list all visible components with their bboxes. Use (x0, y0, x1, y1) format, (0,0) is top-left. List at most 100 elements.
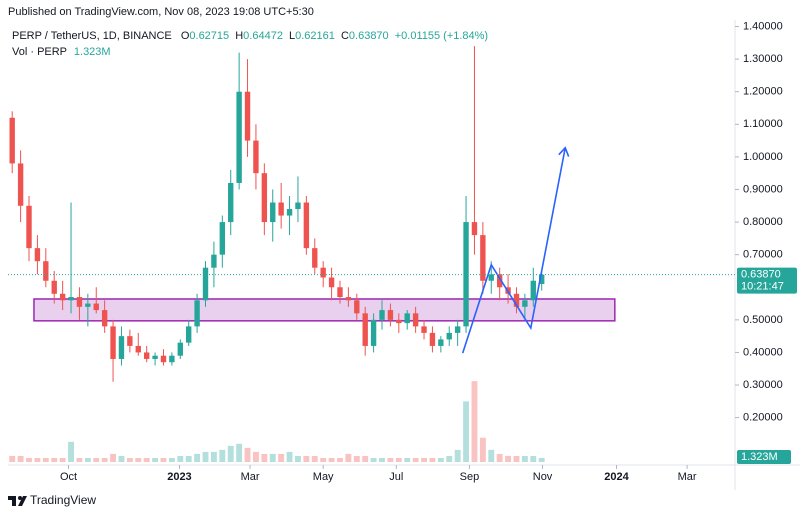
ohlc-label: C (341, 30, 349, 42)
volume-bar (26, 457, 32, 462)
x-tick-label: 2024 (604, 471, 629, 483)
candle-body (76, 297, 83, 307)
volume-bar (370, 457, 377, 462)
candle-body (354, 300, 360, 314)
candle-body (51, 280, 57, 294)
candle-body (236, 91, 242, 183)
volume-bar (236, 443, 243, 462)
volume-bar (395, 457, 402, 462)
candle-body (446, 332, 452, 340)
volume-badge (737, 450, 791, 464)
candle-body (270, 202, 276, 223)
y-tick-label: 0.90000 (743, 183, 783, 195)
last-price-badge (737, 267, 797, 294)
candle-body (101, 310, 108, 327)
volume-bar (34, 457, 41, 462)
volume-value: 1.323M (74, 46, 111, 58)
volume-bar (530, 455, 537, 462)
y-tick-label: 0.30000 (743, 379, 783, 391)
volume-bar (379, 457, 385, 462)
candle-body (530, 280, 536, 301)
candle-body (110, 326, 116, 359)
volume-bar (521, 455, 528, 462)
candle-body (387, 310, 394, 320)
x-tick-label: Oct (60, 471, 77, 483)
candle-body (539, 274, 545, 284)
candle-body (412, 313, 419, 327)
candle-body (177, 342, 183, 356)
candle-body (396, 319, 402, 324)
volume-bar (135, 457, 142, 462)
volume-bar (252, 451, 259, 462)
candle-body (152, 355, 158, 359)
volume-bar (143, 457, 150, 462)
candle-body (34, 248, 41, 262)
volume-bar (404, 457, 411, 462)
candle-body (68, 297, 74, 301)
volume-bar (303, 455, 310, 462)
volume-bar (454, 449, 461, 462)
candle-body (454, 326, 461, 333)
volume-bar (93, 457, 100, 462)
y-tick-label: 1.00000 (743, 151, 783, 163)
volume-bar (51, 457, 58, 462)
candle-body (135, 345, 141, 353)
candle-body (143, 352, 150, 359)
candle-body (85, 303, 91, 307)
legend-line: PERP / TetherUS, 1D, BINANCE O0.62715 H0… (12, 30, 488, 42)
volume-bar (261, 453, 268, 462)
volume-bar (9, 455, 16, 462)
countdown: 10:21:47 (741, 281, 784, 293)
volume-bar (126, 457, 133, 462)
candle-body (93, 303, 99, 311)
candle-body (345, 297, 352, 301)
y-tick-label: 1.40000 (743, 20, 783, 32)
candle-body (286, 209, 293, 216)
volume-bar (118, 455, 125, 462)
candle-body (194, 300, 200, 327)
volume-bar (311, 455, 318, 462)
candle-body (228, 182, 234, 223)
volume-bar (278, 453, 285, 462)
y-tick-label: 0.50000 (743, 314, 783, 326)
candle-body (337, 287, 343, 298)
candle-body (219, 222, 226, 255)
candle-body (379, 310, 385, 320)
volume-bar (387, 457, 394, 462)
plot: 0.20000 0.30000 0.40000 0.50000 0.70000 0.800… (8, 20, 797, 483)
volume-bar (177, 455, 184, 462)
candle-body (253, 140, 259, 174)
volume-bar (337, 457, 343, 462)
candle-body (59, 293, 66, 301)
candle-body (480, 235, 486, 281)
volume-bar (168, 457, 175, 462)
volume-bar (437, 457, 444, 462)
candle-body (312, 248, 318, 268)
ohlc-label: O (181, 30, 190, 42)
volume-bar (471, 381, 478, 462)
candle-body (118, 336, 125, 359)
volume-bar (286, 451, 293, 462)
y-tick-label: 0.80000 (743, 216, 783, 228)
candle-body (244, 91, 251, 141)
y-tick-label: 1.20000 (743, 86, 783, 98)
volume-bar (362, 455, 369, 462)
brand-logo (8, 496, 27, 506)
candle-body (186, 326, 192, 343)
candle-body (362, 313, 368, 346)
volume-bar (185, 455, 192, 462)
volume-bar (328, 457, 335, 462)
volume-bar (429, 457, 436, 462)
candle-body (17, 163, 24, 206)
volume-bar (219, 449, 226, 462)
x-tick-label: 2023 (167, 471, 191, 483)
volume-bar (84, 457, 91, 462)
candle-body (429, 332, 436, 346)
volume-bar (496, 453, 503, 462)
candle-body (295, 202, 301, 210)
brand-logo-dot (18, 496, 22, 500)
candle-body (127, 336, 133, 346)
volume-bar (101, 457, 108, 462)
volume-title: Vol · PERP (12, 46, 67, 58)
